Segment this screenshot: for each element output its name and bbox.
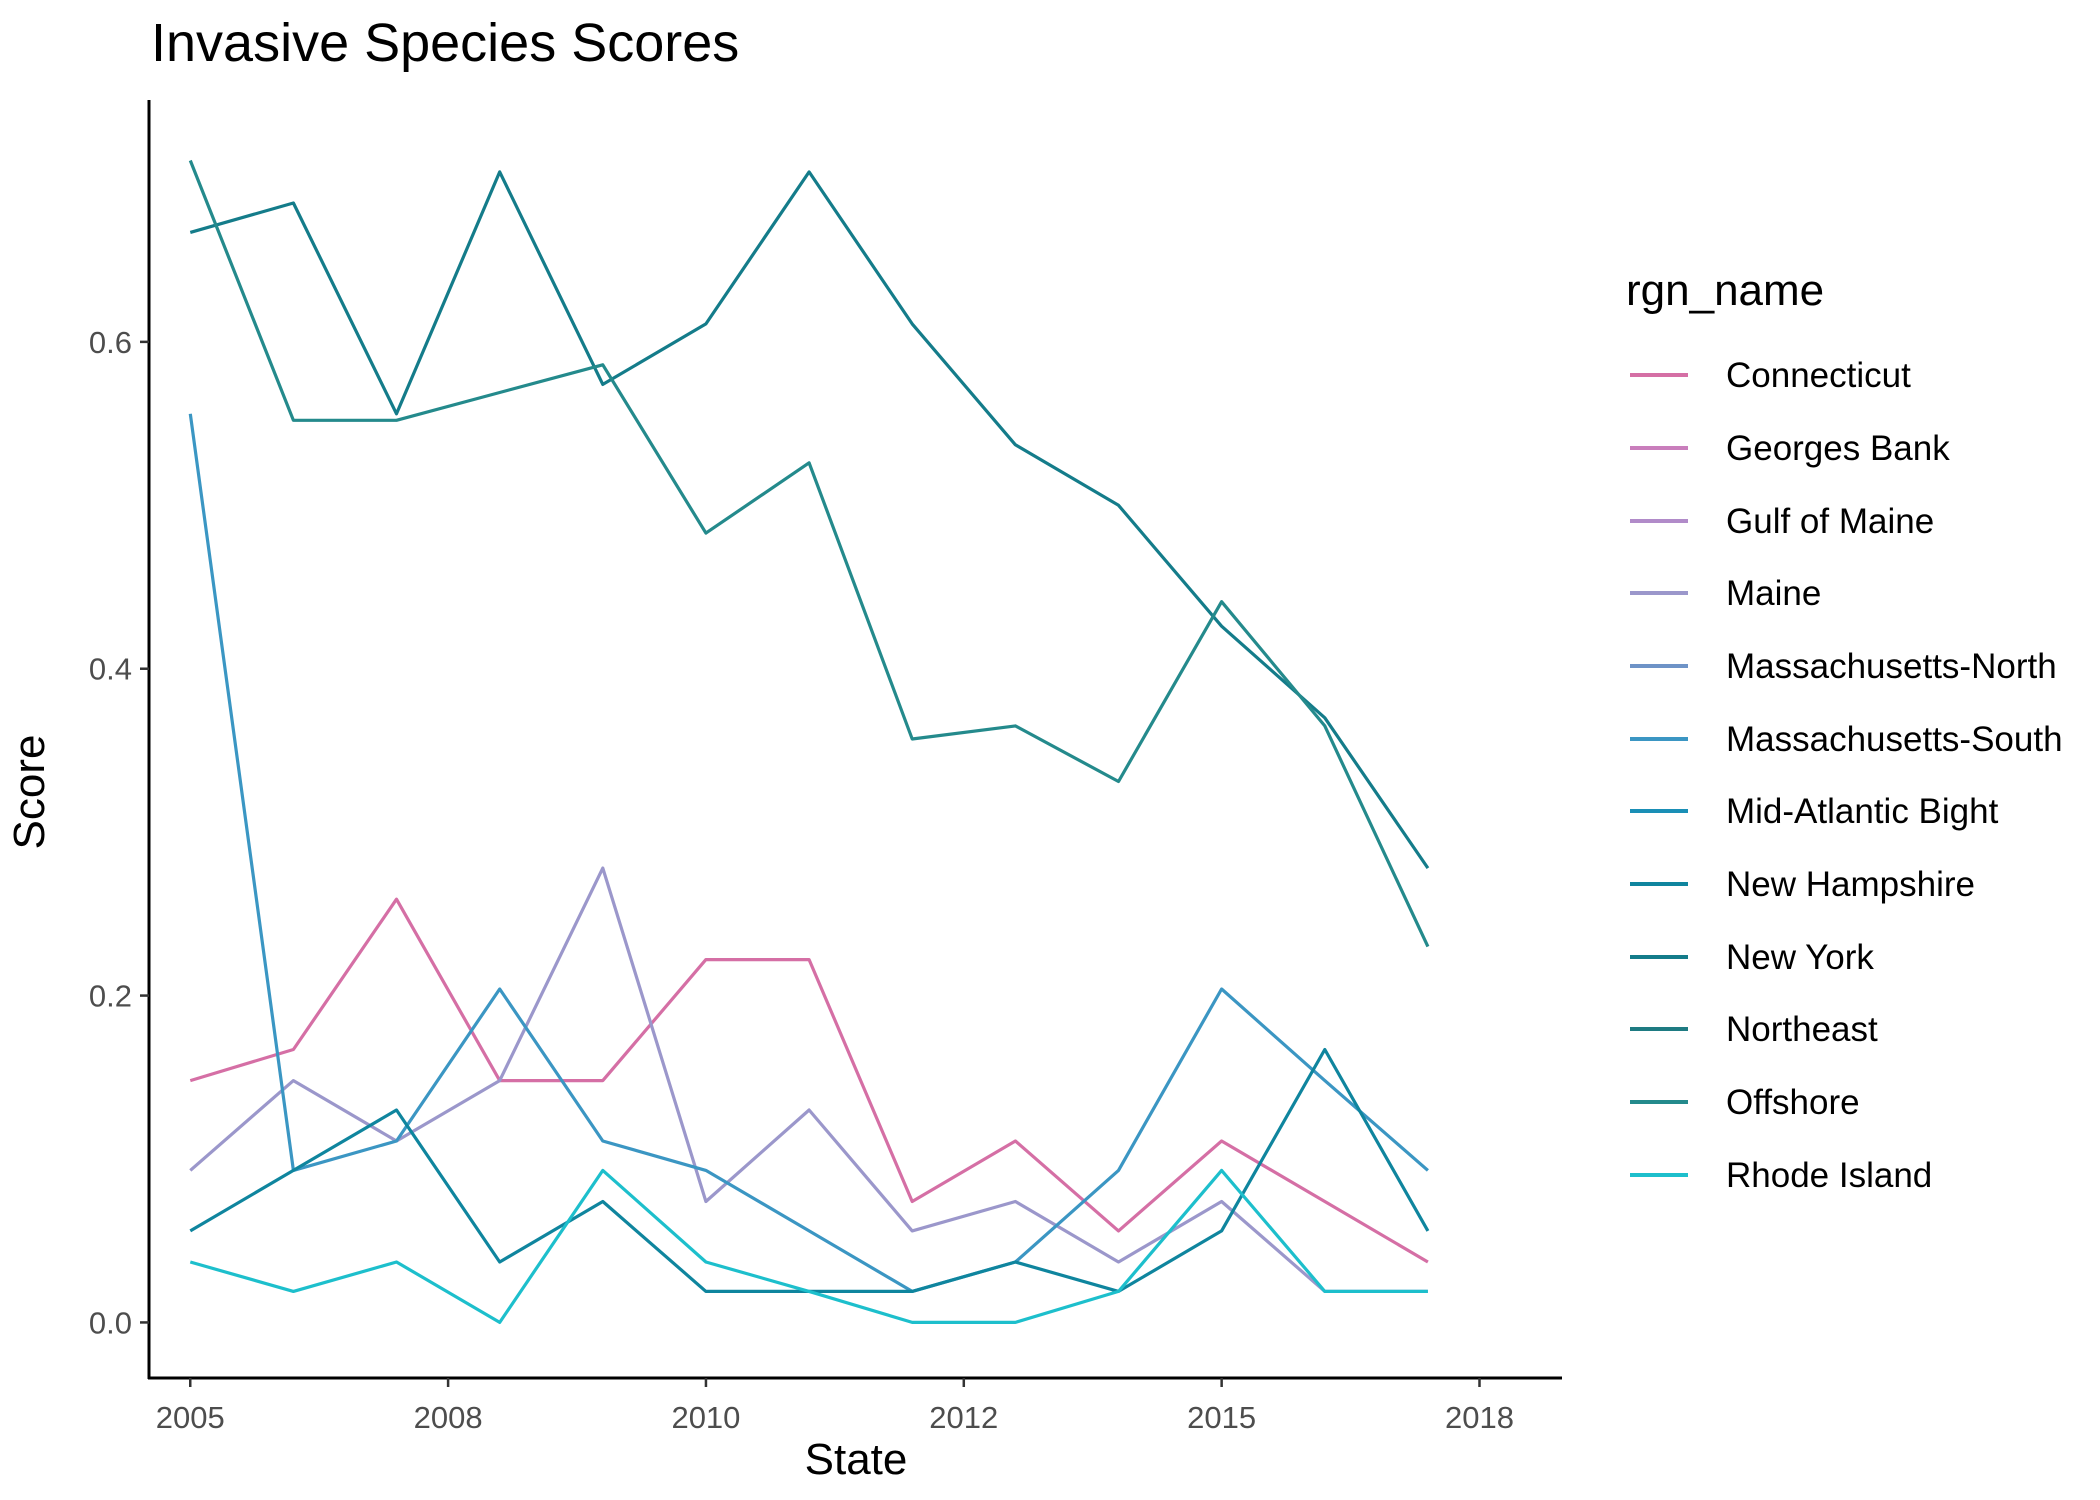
series-line-rhode-island (189, 1168, 1428, 1325)
y-tick-label: 0.6 (89, 325, 132, 360)
y-tick-label: 0.4 (89, 652, 132, 687)
series-line-connecticut (189, 897, 1429, 1264)
legend-label-massachusetts-north: Massachusetts-North (1726, 647, 2057, 686)
legend-key-rhode-island (1630, 1173, 1688, 1177)
series-line-new-york (189, 170, 1430, 870)
legend-item-mid-atlantic-bight: Mid-Atlantic Bight (1626, 790, 2096, 834)
legend-label-connecticut: Connecticut (1726, 356, 1911, 395)
series-line-offshore (188, 159, 1430, 948)
legend-item-gulf-of-maine: Gulf of Maine (1626, 500, 2096, 544)
y-tick-label: 0.0 (89, 1305, 132, 1340)
series-offshore (188, 159, 1430, 948)
x-tick-label: 2018 (1445, 1400, 1514, 1435)
legend-item-connecticut: Connecticut (1626, 354, 2096, 398)
legend-label-new-york: New York (1726, 938, 1874, 977)
series-new-hampshire (189, 1047, 1430, 1294)
series-connecticut (189, 897, 1429, 1264)
legend-key-connecticut (1630, 373, 1688, 377)
legend-key-georges-bank (1630, 446, 1688, 450)
legend-key-mid-atlantic-bight (1630, 809, 1688, 813)
series-massachusetts-south (188, 413, 1429, 1294)
x-tick-label: 2005 (156, 1400, 225, 1435)
series-line-new-hampshire (189, 1047, 1430, 1294)
legend-item-georges-bank: Georges Bank (1626, 427, 2096, 471)
y-tick-label: 0.2 (89, 979, 132, 1014)
legend-key-massachusetts-south (1630, 737, 1688, 741)
legend-label-offshore: Offshore (1726, 1083, 1860, 1122)
x-tick-label: 2008 (414, 1400, 483, 1435)
x-tick-label: 2015 (1187, 1400, 1256, 1435)
legend-key-new-york (1630, 955, 1688, 959)
chart-title: Invasive Species Scores (151, 13, 740, 73)
legend-label-maine: Maine (1726, 574, 1822, 613)
legend-item-northeast: Northeast (1626, 1008, 2096, 1052)
x-axis-title: State (804, 1435, 908, 1484)
legend-key-new-hampshire (1630, 882, 1688, 886)
legend-item-new-hampshire: New Hampshire (1626, 863, 2096, 907)
series-rhode-island (189, 1168, 1428, 1325)
legend-label-rhode-island: Rhode Island (1726, 1156, 1933, 1195)
legend-key-offshore (1630, 1100, 1688, 1104)
legend-label-northeast: Northeast (1726, 1010, 1878, 1049)
legend-key-maine (1630, 591, 1688, 595)
legend-label-mid-atlantic-bight: Mid-Atlantic Bight (1726, 792, 1999, 831)
x-tick-label: 2012 (929, 1400, 998, 1435)
series-layer (188, 159, 1430, 1325)
legend-label-new-hampshire: New Hampshire (1726, 865, 1975, 904)
legend-label-georges-bank: Georges Bank (1726, 429, 1950, 468)
legend-item-massachusetts-north: Massachusetts-North (1626, 645, 2096, 689)
axes: 0.0 0.2 0.4 0.6 2005 2008 2010 2012 2015 2018 (89, 100, 1562, 1435)
legend-item-offshore: Offshore (1626, 1081, 2096, 1125)
x-tick-label: 2010 (671, 1400, 740, 1435)
legend-key-massachusetts-north (1630, 664, 1688, 668)
legend-label-gulf-of-maine: Gulf of Maine (1726, 502, 1935, 541)
legend-item-rhode-island: Rhode Island (1626, 1154, 2096, 1198)
series-new-york (189, 170, 1430, 870)
legend-key-gulf-of-maine (1630, 519, 1688, 523)
y-axis-title: Score (5, 734, 54, 850)
legend-item-maine: Maine (1626, 572, 2096, 616)
legend-item-massachusetts-south: Massachusetts-South (1626, 718, 2096, 762)
legend-title: rgn_name (1626, 266, 1825, 315)
legend-label-massachusetts-south: Massachusetts-South (1726, 720, 2063, 759)
legend-item-new-york: New York (1626, 936, 2096, 980)
legend-key-northeast (1630, 1027, 1688, 1031)
series-line-massachusetts-south (188, 413, 1429, 1294)
